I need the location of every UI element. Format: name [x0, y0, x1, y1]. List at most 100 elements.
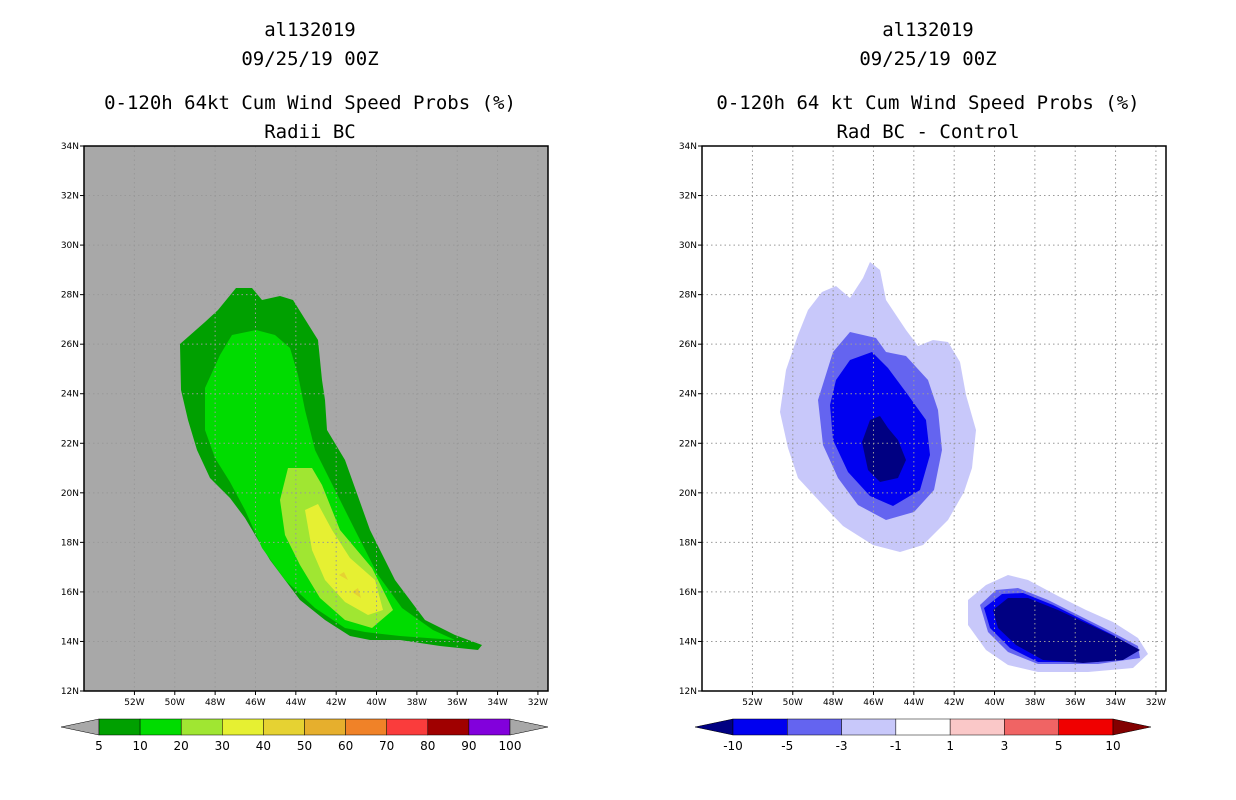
x-tick-label: 52W — [742, 698, 762, 708]
colorbar-label: 5 — [95, 739, 103, 753]
x-tick-label: 46W — [245, 698, 265, 708]
colorbar-label: 10 — [1105, 739, 1120, 753]
contour-south-minus10 — [993, 598, 1140, 663]
right-storm-id: al132019 — [882, 19, 974, 41]
left-grid — [84, 146, 548, 691]
y-tick-label: 34N — [61, 142, 79, 152]
y-tick-label: 14N — [679, 637, 697, 647]
x-tick-label: 38W — [407, 698, 427, 708]
colorbar-label: -1 — [890, 739, 902, 753]
y-tick-label: 26N — [679, 340, 697, 350]
colorbar-label: 50 — [297, 739, 312, 753]
colorbar-swatch — [841, 718, 897, 736]
x-tick-label: 32W — [1146, 698, 1166, 708]
right-title: 0-120h 64 kt Cum Wind Speed Probs (%) — [716, 92, 1140, 114]
colorbar-left-cap — [694, 718, 734, 736]
left-y-axis: 12N 14N 16N 18N 20N 22N 24N 26N 28N 30N 32N 34N — [61, 142, 84, 697]
colorbar-swatch — [1058, 718, 1114, 736]
y-tick-label: 18N — [679, 538, 697, 548]
x-tick-label: 40W — [984, 698, 1004, 708]
colorbar-right-cap — [1112, 718, 1152, 736]
right-colorbar: -10 -5 -3 -1 1 3 5 10 — [694, 718, 1152, 753]
y-tick-label: 30N — [61, 241, 79, 251]
x-tick-label: 44W — [904, 698, 924, 708]
y-tick-label: 24N — [679, 390, 697, 400]
colorbar-right-cap — [509, 718, 549, 736]
colorbar-label: 30 — [215, 739, 230, 753]
x-tick-label: 44W — [286, 698, 306, 708]
colorbar-swatch — [222, 718, 264, 736]
left-title: 0-120h 64kt Cum Wind Speed Probs (%) — [104, 92, 516, 114]
y-tick-label: 16N — [679, 588, 697, 598]
y-tick-label: 34N — [679, 142, 697, 152]
colorbar-label: 100 — [499, 739, 522, 753]
left-subtitle: Radii BC — [264, 121, 356, 143]
colorbar-swatch — [98, 718, 141, 736]
y-tick-label: 22N — [679, 439, 697, 449]
right-subtitle: Rad BC - Control — [836, 121, 1020, 143]
colorbar-swatch — [787, 718, 842, 736]
right-diff-map: 12N 14N 16N 18N 20N 22N 24N 26N 28N 30N 32N 34N 52W… — [679, 142, 1167, 753]
contour-level-30 — [305, 504, 383, 615]
left-colorbar: 5 10 20 30 40 50 60 70 80 90 100 — [60, 718, 549, 753]
left-date: 09/25/19 00Z — [241, 48, 379, 70]
x-tick-label: 52W — [124, 698, 144, 708]
contour-level-10 — [205, 330, 455, 640]
y-tick-label: 28N — [61, 291, 79, 301]
y-tick-label: 12N — [61, 687, 79, 697]
right-y-axis: 12N 14N 16N 18N 20N 22N 24N 26N 28N 30N 32N 34N — [679, 142, 702, 697]
colorbar-label: 5 — [1055, 739, 1063, 753]
x-tick-label: 34W — [1105, 698, 1125, 708]
right-date: 09/25/19 00Z — [859, 48, 997, 70]
colorbar-swatch — [345, 718, 387, 736]
x-tick-label: 42W — [326, 698, 346, 708]
colorbar-swatch — [427, 718, 470, 736]
y-tick-label: 32N — [679, 192, 697, 202]
x-tick-label: 42W — [944, 698, 964, 708]
left-x-axis: 52W 50W 48W 46W 44W 42W 40W 38W 36W 34W 32W — [124, 691, 548, 708]
x-tick-label: 38W — [1025, 698, 1045, 708]
x-tick-label: 36W — [447, 698, 467, 708]
colorbar-label: -10 — [723, 739, 743, 753]
colorbar-label: 70 — [379, 739, 394, 753]
x-tick-label: 34W — [487, 698, 507, 708]
colorbar-swatch — [263, 718, 305, 736]
x-tick-label: 48W — [823, 698, 843, 708]
colorbar-swatch — [1004, 718, 1059, 736]
x-tick-label: 46W — [863, 698, 883, 708]
y-tick-label: 20N — [679, 489, 697, 499]
colorbar-swatch — [732, 718, 788, 736]
x-tick-label: 50W — [783, 698, 803, 708]
colorbar-swatch — [139, 718, 182, 736]
colorbar-label: 80 — [420, 739, 435, 753]
colorbar-swatch — [895, 718, 951, 736]
left-plot-frame — [83, 145, 549, 692]
colorbar-label: 1 — [946, 739, 954, 753]
colorbar-label: 20 — [174, 739, 189, 753]
left-prob-map: 12N 14N 16N 18N 20N 22N 24N 26N 28N 30N 32N 34N 52W… — [60, 142, 549, 753]
colorbar-swatch — [468, 718, 511, 736]
colorbar-label: -3 — [836, 739, 848, 753]
right-grid — [702, 146, 1166, 691]
colorbar-label: 3 — [1001, 739, 1009, 753]
colorbar-swatch — [949, 718, 1005, 736]
y-tick-label: 14N — [61, 637, 79, 647]
colorbar-swatch — [386, 718, 429, 736]
y-tick-label: 28N — [679, 291, 697, 301]
right-x-axis: 52W 50W 48W 46W 44W 42W 40W 38W 36W 34W 32W — [742, 691, 1166, 708]
colorbar-swatch — [304, 718, 346, 736]
y-tick-label: 22N — [61, 439, 79, 449]
y-tick-label: 18N — [61, 538, 79, 548]
y-tick-label: 32N — [61, 192, 79, 202]
left-storm-id: al132019 — [264, 19, 356, 41]
x-tick-label: 32W — [528, 698, 548, 708]
y-tick-label: 30N — [679, 241, 697, 251]
x-tick-label: 36W — [1065, 698, 1085, 708]
colorbar-label: 10 — [132, 739, 147, 753]
colorbar-label: 90 — [461, 739, 476, 753]
x-tick-label: 48W — [205, 698, 225, 708]
colorbar-swatch — [180, 718, 223, 736]
x-tick-label: 40W — [366, 698, 386, 708]
y-tick-label: 24N — [61, 390, 79, 400]
y-tick-label: 26N — [61, 340, 79, 350]
